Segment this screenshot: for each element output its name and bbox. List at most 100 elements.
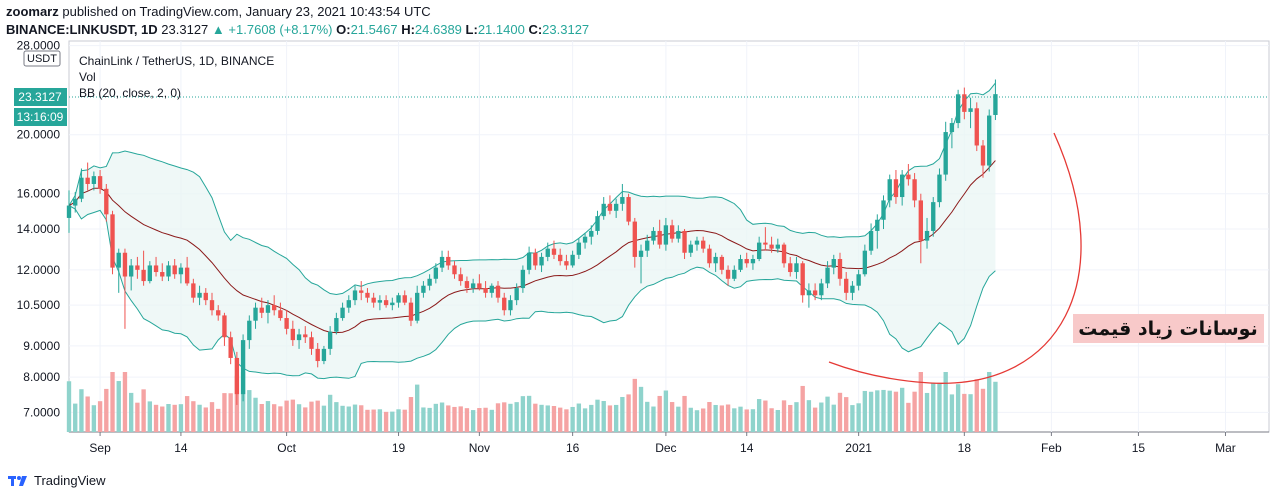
- candle-body: [408, 302, 414, 321]
- candle-body: [502, 297, 507, 311]
- volume-bar: [937, 383, 942, 432]
- candle-body: [819, 283, 824, 296]
- candle-body: [321, 348, 327, 362]
- volume-bar: [862, 390, 868, 432]
- candle-body: [91, 176, 97, 184]
- last-price-axis-label: 23.3127: [18, 90, 62, 104]
- volume-bar: [558, 407, 563, 432]
- volume-bar: [477, 408, 482, 432]
- x-tick-label: 18: [958, 441, 972, 455]
- candle-body: [794, 263, 799, 273]
- candle-body: [551, 248, 557, 255]
- candle-body: [377, 300, 383, 303]
- price-change: +1.7608 (+8.17%): [228, 22, 333, 37]
- symbol-name: BINANCE:LINKUSDT, 1D: [6, 22, 158, 37]
- candles: [66, 79, 998, 405]
- volume-bar: [247, 390, 252, 432]
- volume-bar: [632, 378, 637, 432]
- volume-bar: [893, 391, 899, 432]
- candle-body: [483, 288, 488, 293]
- volume-bar: [346, 406, 351, 432]
- y-tick-label: 7.0000: [23, 405, 60, 419]
- volume-bar: [688, 407, 693, 432]
- candle-body: [750, 259, 756, 264]
- candle-body: [576, 242, 582, 255]
- candle-body: [203, 292, 208, 301]
- volume-bar: [135, 402, 140, 432]
- last-price-badge: 23.3127 13:16:09: [14, 88, 67, 126]
- volume-bar: [514, 402, 519, 432]
- volume-bar: [613, 404, 619, 432]
- candle-body: [421, 285, 426, 293]
- open-label: O:: [336, 22, 351, 37]
- volume-bar: [390, 411, 395, 432]
- legend-title: ChainLink / TetherUS, 1D, BINANCE: [79, 54, 274, 68]
- volume-bar: [240, 372, 246, 432]
- candle-body: [172, 265, 177, 275]
- candle-body: [800, 263, 805, 296]
- volume-bar: [775, 410, 780, 432]
- y-tick-label: 12.0000: [17, 263, 61, 277]
- candle-body: [477, 283, 482, 289]
- candle-body: [663, 225, 669, 245]
- candle-body: [452, 265, 457, 275]
- volume-bar: [334, 402, 339, 432]
- volume-bar: [881, 389, 886, 432]
- candle-body: [613, 203, 619, 211]
- high-value: 24.6389: [414, 22, 462, 37]
- volume-bar: [85, 396, 90, 432]
- volume-bar: [184, 396, 190, 432]
- volume-bar: [887, 390, 892, 432]
- volume-bar: [284, 400, 289, 432]
- close-value: 23.3127: [542, 22, 590, 37]
- candle-body: [682, 230, 687, 253]
- volume-bar: [955, 384, 961, 432]
- volume-bar: [626, 394, 631, 432]
- volume-bar: [489, 409, 494, 432]
- y-tick-label: 10.5000: [17, 298, 61, 312]
- candle-body: [116, 252, 121, 268]
- volume-bar: [912, 391, 917, 432]
- candle-body: [906, 174, 911, 180]
- volume-bar: [278, 406, 283, 432]
- volume-bar: [713, 404, 718, 432]
- volume-bar: [415, 384, 420, 432]
- candle-body: [688, 244, 693, 253]
- volume-bar: [160, 406, 165, 432]
- annotation-bg: [1073, 314, 1264, 343]
- candle-body: [962, 94, 967, 112]
- volume-bar: [253, 397, 258, 432]
- volume-bar: [725, 404, 731, 432]
- bb-fill: [69, 83, 996, 379]
- volume-bar: [638, 386, 644, 432]
- volume-bar: [209, 402, 215, 432]
- candle-body: [881, 200, 886, 220]
- candle-body: [912, 179, 917, 201]
- volume-bar: [582, 408, 588, 432]
- candle-body: [371, 297, 376, 303]
- volume-bar: [589, 404, 594, 432]
- candle-body: [359, 290, 364, 293]
- candle-body: [191, 283, 196, 298]
- candle-body: [278, 310, 283, 319]
- tradingview-logo-icon: [8, 475, 27, 486]
- candle-body: [315, 348, 320, 362]
- candle-body: [352, 290, 358, 301]
- currency-label: USDT: [27, 53, 57, 65]
- candle-body: [533, 252, 538, 266]
- candle-body: [632, 221, 637, 257]
- annotation-label: نوسانات زیاد قیمت: [1078, 318, 1257, 340]
- candle-body: [725, 269, 731, 279]
- candle-body: [470, 283, 476, 289]
- candle-body: [296, 334, 302, 341]
- volume-bar: [321, 405, 327, 432]
- volume-bar: [663, 390, 669, 432]
- change-arrow-icon: ▲: [211, 22, 225, 37]
- close-label: C:: [528, 22, 543, 37]
- candle-body: [129, 265, 134, 277]
- volume-bar: [73, 403, 78, 432]
- price-chart[interactable]: 28.0000 20.0000 16.0000 14.0000 12.0000 10.50…: [0, 0, 1274, 470]
- candle-body: [439, 256, 445, 268]
- currency-badge[interactable]: USDT: [23, 50, 61, 67]
- volume-bar: [620, 396, 625, 432]
